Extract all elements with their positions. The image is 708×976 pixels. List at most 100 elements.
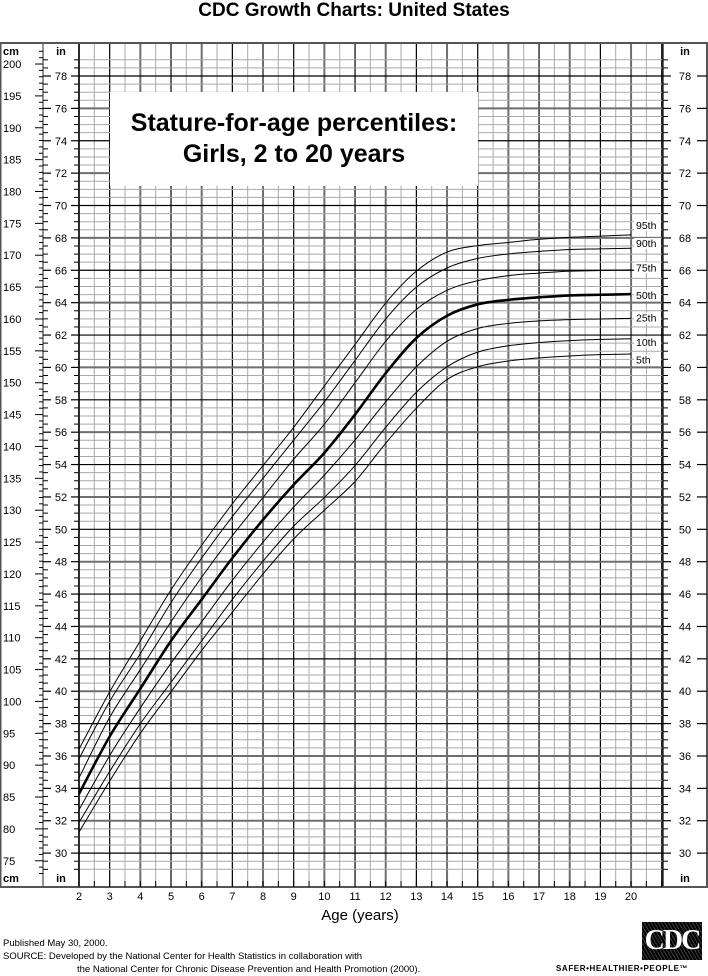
in-tick-label-left: 70 (55, 201, 67, 213)
in-tick-label-right: 68 (679, 233, 691, 245)
in-tick-label-right: 60 (679, 362, 691, 374)
in-tick-label-left: 72 (55, 168, 67, 180)
logo-rays-icon (642, 922, 702, 960)
curve-50th (77, 292, 632, 795)
cdc-tagline: SAFER•HEALTHIER•PEOPLE™ (556, 964, 689, 973)
in-tick-label-left: 64 (55, 298, 67, 310)
unit-label-top: in (680, 46, 690, 58)
in-tick-label-left: 60 (55, 362, 67, 374)
unit-label-bottom: cm (3, 873, 19, 885)
cm-tick-label: 155 (3, 346, 21, 358)
cm-tick-label: 150 (3, 378, 21, 390)
in-tick-label-right: 62 (679, 330, 691, 342)
curve-10th (78, 338, 632, 823)
in-tick-label-right: 78 (679, 71, 691, 83)
in-tick-label-left: 32 (55, 816, 67, 828)
in-tick-label-right: 64 (679, 298, 691, 310)
in-tick-label-left: 78 (55, 71, 67, 83)
cm-tick-label: 180 (3, 186, 21, 198)
in-tick-label-left: 36 (55, 751, 67, 763)
in-tick-label-left: 34 (55, 783, 67, 795)
unit-label-top: cm (3, 46, 19, 58)
in-tick-label-right: 66 (679, 265, 691, 277)
in-tick-label-left: 30 (55, 848, 67, 860)
cm-tick-label: 110 (3, 633, 21, 645)
in-tick-label-right: 72 (679, 168, 691, 180)
in-tick-label-right: 70 (679, 201, 691, 213)
logo-text: CDC (644, 925, 702, 956)
age-tick-label: 3 (107, 891, 113, 903)
in-tick-label-left: 46 (55, 589, 67, 601)
age-tick-label: 12 (380, 891, 392, 903)
in-tick-label-right: 76 (679, 103, 691, 115)
in-tick-label-left: 66 (55, 265, 67, 277)
in-tick-label-right: 30 (679, 848, 691, 860)
unit-label-top: in (56, 46, 66, 58)
percentile-label-95th: 95th (636, 220, 657, 232)
cm-tick-label: 140 (3, 441, 21, 453)
cm-tick-label: 190 (3, 123, 21, 135)
age-tick-label: 5 (168, 891, 174, 903)
in-tick-label-right: 58 (679, 395, 691, 407)
cm-tick-label: 100 (3, 696, 21, 708)
cm-tick-label: 185 (3, 155, 21, 167)
cm-tick-label: 175 (3, 218, 21, 230)
age-tick-label: 14 (441, 891, 453, 903)
in-tick-label-left: 40 (55, 686, 67, 698)
cm-tick-label: 195 (3, 91, 21, 103)
percentile-label-5th: 5th (636, 355, 651, 367)
in-tick-label-right: 52 (679, 492, 691, 504)
percentile-label-50th: 50th (636, 290, 657, 302)
age-tick-label: 19 (594, 891, 606, 903)
in-tick-label-right: 44 (679, 621, 691, 633)
curve-75th (78, 269, 632, 779)
in-tick-label-right: 74 (679, 136, 691, 148)
cm-tick-label: 90 (3, 760, 15, 772)
source-line-1: SOURCE: Developed by the National Center… (3, 951, 363, 962)
curve-90th (78, 247, 632, 760)
unit-label-bottom: in (56, 873, 66, 885)
in-tick-label-right: 32 (679, 816, 691, 828)
in-tick-label-left: 48 (55, 557, 67, 569)
age-tick-label: 9 (291, 891, 297, 903)
cm-tick-label: 165 (3, 282, 21, 294)
in-tick-label-right: 38 (679, 719, 691, 731)
age-tick-label: 10 (318, 891, 330, 903)
in-tick-label-left: 50 (55, 524, 67, 536)
in-tick-label-left: 62 (55, 330, 67, 342)
in-tick-label-left: 54 (55, 460, 67, 472)
cm-tick-label: 80 (3, 824, 15, 836)
age-tick-label: 7 (229, 891, 235, 903)
in-tick-label-right: 40 (679, 686, 691, 698)
cm-tick-label: 125 (3, 537, 21, 549)
age-tick-label: 11 (349, 891, 360, 903)
percentile-label-75th: 75th (636, 262, 657, 274)
cm-tick-label: 135 (3, 473, 21, 485)
in-tick-label-left: 74 (55, 136, 67, 148)
in-tick-label-right: 42 (679, 654, 691, 666)
cm-tick-label: 200 (3, 59, 21, 71)
cm-tick-label: 120 (3, 569, 21, 581)
percentile-curves: 95th 90th 75th 50th 25th 10th 5th (77, 220, 661, 833)
age-tick-label: 6 (199, 891, 205, 903)
cm-tick-label: 115 (3, 601, 21, 613)
age-tick-label: 2 (76, 891, 82, 903)
in-tick-label-left: 68 (55, 233, 67, 245)
age-tick-label: 18 (564, 891, 576, 903)
cdc-logo: CDC (642, 922, 702, 960)
in-tick-label-left: 76 (55, 103, 67, 115)
cm-tick-label: 170 (3, 250, 21, 262)
x-axis-title: Age (years) (321, 907, 399, 924)
age-tick-label: 20 (625, 891, 637, 903)
page-title: CDC Growth Charts: United States (198, 0, 510, 21)
in-tick-label-left: 44 (55, 621, 67, 633)
in-tick-label-left: 42 (55, 654, 67, 666)
curve-5th (78, 353, 632, 833)
in-tick-label-left: 56 (55, 427, 67, 439)
age-tick-label: 4 (137, 891, 143, 903)
cm-tick-label: 105 (3, 665, 21, 677)
curve-95th (78, 234, 632, 750)
in-tick-label-right: 46 (679, 589, 691, 601)
in-tick-label-right: 48 (679, 557, 691, 569)
source-line-2: the National Center for Chronic Disease … (77, 964, 421, 975)
